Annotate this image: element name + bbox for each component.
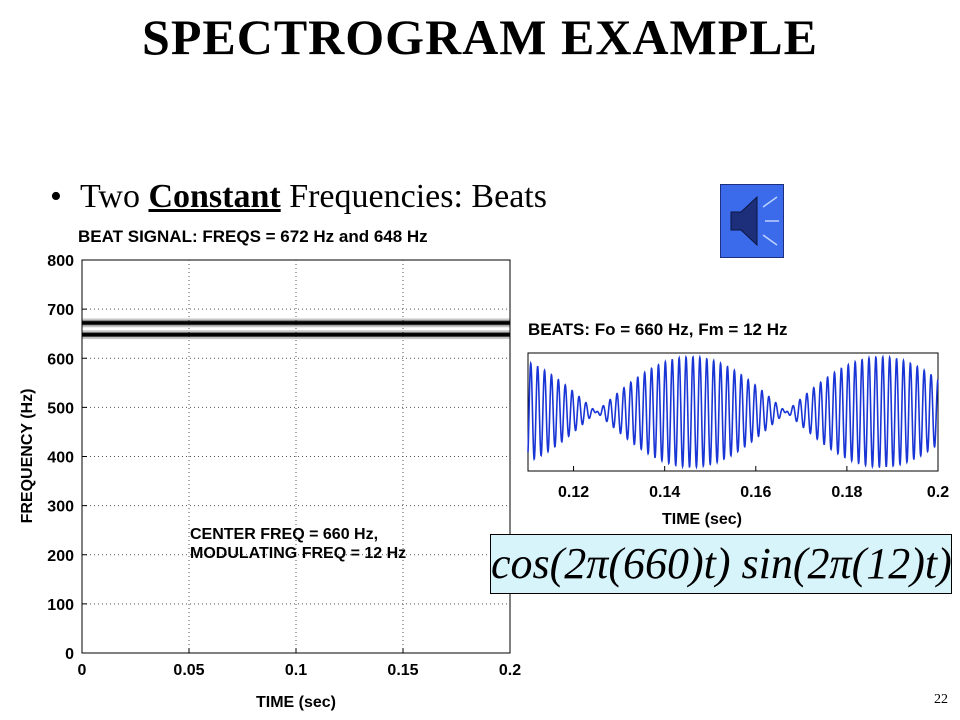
- spectrogram-annotation-line-1: CENTER FREQ = 660 Hz,: [190, 526, 378, 543]
- spectrogram-y-tick-label: 400: [47, 450, 74, 467]
- beats-x-tick-label: 0.12: [558, 484, 589, 501]
- beats-x-tick-label: 0.14: [649, 484, 680, 501]
- bullet-emphasis: Constant: [148, 178, 281, 215]
- beats-x-tick-label: 0.18: [831, 484, 862, 501]
- spectrogram-title: BEAT SIGNAL: FREQS = 672 Hz and 648 Hz: [78, 227, 428, 246]
- spectrogram-x-tick-label: 0.1: [285, 662, 307, 679]
- spectrogram-band: [82, 321, 510, 325]
- spectrogram-y-tick-label: 300: [47, 499, 74, 516]
- spectrogram-y-tick-label: 0: [65, 646, 74, 663]
- spectrogram-x-tick-label: 0: [78, 662, 87, 679]
- spectrogram-y-tick-label: 200: [47, 548, 74, 565]
- spectrogram-x-tick-label: 0.15: [387, 662, 418, 679]
- spectrogram-bands: [82, 318, 510, 340]
- spectrogram-x-tick-label: 0.05: [173, 662, 204, 679]
- spectrogram-y-tick-label: 600: [47, 351, 74, 368]
- spectrogram-chart: BEAT SIGNAL: FREQS = 672 Hz and 648 Hz 0…: [19, 227, 521, 711]
- bullet-text-end: Frequencies: Beats: [280, 178, 547, 215]
- beats-waveform-chart: BEATS: Fo = 660 Hz, Fm = 12 Hz 0.12 0.14 0…: [527, 320, 949, 528]
- beats-waveform: [527, 354, 939, 470]
- spectrogram-y-tick-label: 500: [47, 400, 74, 417]
- spectrogram-y-axis-label: FREQUENCY (Hz): [19, 389, 36, 524]
- beats-x-tick-label: 0.2: [927, 484, 949, 501]
- bullet-text-start: Two: [80, 178, 149, 215]
- beats-x-axis-label: TIME (sec): [662, 511, 742, 528]
- bullet-point: • Two Constant Frequencies: Beats: [50, 178, 547, 216]
- spectrogram-grid: [82, 260, 510, 653]
- bullet-dot: •: [50, 178, 62, 215]
- beats-title: BEATS: Fo = 660 Hz, Fm = 12 Hz: [528, 320, 787, 339]
- spectrogram-y-tick-label: 100: [47, 597, 74, 614]
- spectrogram-y-tick-label: 700: [47, 302, 74, 319]
- page-number: 22: [934, 692, 948, 707]
- speaker-icon[interactable]: [720, 184, 784, 258]
- slide-title: SPECTROGRAM EXAMPLE: [142, 9, 818, 65]
- spectrogram-annotation-line-2: MODULATING FREQ = 12 Hz: [190, 545, 406, 562]
- spectrogram-x-axis-label: TIME (sec): [256, 694, 336, 711]
- spectrogram-ticks: 0 0.05 0.1 0.15 0.2 0 100 200 300 400 500 600 700 800: [47, 253, 521, 679]
- beats-x-tick-label: 0.16: [740, 484, 771, 501]
- speaker-glyph: [730, 195, 779, 247]
- beats-ticks: 0.12 0.14 0.16 0.18 0.2: [558, 466, 949, 501]
- beats-waveform-line: [527, 354, 939, 470]
- spectrogram-x-tick-label: 0.2: [499, 662, 521, 679]
- spectrogram-band: [82, 333, 510, 337]
- spectrogram-y-tick-label: 800: [47, 253, 74, 270]
- formula-box: cos(2π(660)t) sin(2π(12)t): [490, 534, 952, 594]
